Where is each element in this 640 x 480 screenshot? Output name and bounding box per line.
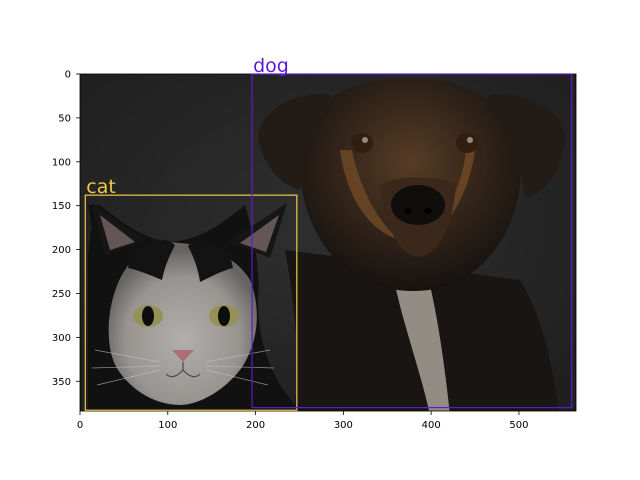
y-tick-label: 0 (65, 70, 71, 81)
y-tick-label: 150 (52, 201, 71, 212)
y-tick-label: 50 (58, 113, 71, 124)
photo (80, 74, 576, 411)
x-tick-label: 100 (158, 420, 177, 431)
cat-bounding-box (84, 194, 298, 411)
cat-box-label: cat (86, 176, 116, 198)
y-tick-label: 250 (52, 289, 71, 300)
y-tick-label: 350 (52, 377, 71, 388)
x-tick-label: 200 (246, 420, 265, 431)
detection-boxes: cat dog (84, 55, 573, 411)
x-tick-label: 400 (422, 420, 441, 431)
y-tick-label: 100 (52, 157, 71, 168)
y-axis: 0 50 100 150 200 250 300 350 (52, 70, 80, 388)
x-tick-label: 500 (509, 420, 528, 431)
cat-illustration (88, 203, 300, 410)
y-tick-label: 300 (52, 333, 71, 344)
dog-bounding-box (251, 73, 573, 409)
dog-box-label: dog (253, 55, 289, 77)
y-tick-label: 200 (52, 245, 71, 256)
dog-illustration (258, 78, 566, 411)
photo-dim-overlay (80, 74, 576, 411)
x-tick-label: 300 (334, 420, 353, 431)
x-axis: 0 100 200 300 400 500 (77, 411, 528, 431)
x-tick-label: 0 (77, 420, 83, 431)
